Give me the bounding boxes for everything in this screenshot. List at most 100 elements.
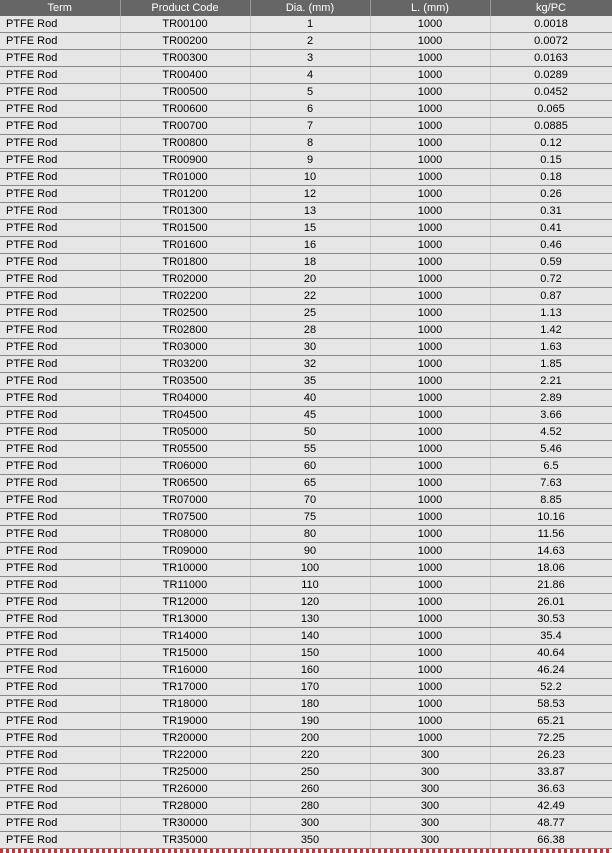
cell-code: TR17000 xyxy=(120,679,250,696)
cell-term: PTFE Rod xyxy=(0,50,120,67)
cell-term: PTFE Rod xyxy=(0,203,120,220)
cell-len: 1000 xyxy=(370,118,490,135)
cell-dia: 140 xyxy=(250,628,370,645)
cell-dia: 8 xyxy=(250,135,370,152)
cell-code: TR22000 xyxy=(120,747,250,764)
table-row: PTFE RodTR018001810000.59 xyxy=(0,254,612,271)
cell-code: TR11000 xyxy=(120,577,250,594)
cell-kg: 33.87 xyxy=(490,764,612,781)
cell-len: 1000 xyxy=(370,492,490,509)
cell-term: PTFE Rod xyxy=(0,815,120,832)
cell-term: PTFE Rod xyxy=(0,237,120,254)
cell-dia: 160 xyxy=(250,662,370,679)
cell-kg: 1.13 xyxy=(490,305,612,322)
table-row: PTFE RodTR00500510000.0452 xyxy=(0,84,612,101)
cell-kg: 0.12 xyxy=(490,135,612,152)
cell-term: PTFE Rod xyxy=(0,288,120,305)
cell-len: 1000 xyxy=(370,16,490,33)
cell-kg: 2.89 xyxy=(490,390,612,407)
cell-len: 300 xyxy=(370,781,490,798)
cell-code: TR00900 xyxy=(120,152,250,169)
cell-dia: 25 xyxy=(250,305,370,322)
cell-dia: 90 xyxy=(250,543,370,560)
cell-kg: 36.63 xyxy=(490,781,612,798)
cell-len: 1000 xyxy=(370,50,490,67)
table-row: PTFE RodTR12000120100026.01 xyxy=(0,594,612,611)
table-row: PTFE RodTR010001010000.18 xyxy=(0,169,612,186)
cell-kg: 10.16 xyxy=(490,509,612,526)
cell-dia: 55 xyxy=(250,441,370,458)
cell-len: 1000 xyxy=(370,713,490,730)
cell-kg: 3.66 xyxy=(490,407,612,424)
cell-dia: 12 xyxy=(250,186,370,203)
cell-dia: 75 xyxy=(250,509,370,526)
cell-kg: 1.85 xyxy=(490,356,612,373)
cell-len: 1000 xyxy=(370,356,490,373)
table-row: PTFE RodTR2800028030042.49 xyxy=(0,798,612,815)
cell-len: 1000 xyxy=(370,730,490,747)
table-row: PTFE RodTR2500025030033.87 xyxy=(0,764,612,781)
cell-code: TR02500 xyxy=(120,305,250,322)
cell-len: 300 xyxy=(370,747,490,764)
cell-code: TR35000 xyxy=(120,832,250,849)
cell-code: TR02800 xyxy=(120,322,250,339)
cell-code: TR01600 xyxy=(120,237,250,254)
cell-len: 1000 xyxy=(370,322,490,339)
table-row: PTFE RodTR00800810000.12 xyxy=(0,135,612,152)
cell-kg: 8.85 xyxy=(490,492,612,509)
cell-code: TR00500 xyxy=(120,84,250,101)
cell-dia: 30 xyxy=(250,339,370,356)
cell-len: 1000 xyxy=(370,458,490,475)
cell-len: 1000 xyxy=(370,390,490,407)
table-row: PTFE RodTR020002010000.72 xyxy=(0,271,612,288)
table-row: PTFE RodTR2200022030026.23 xyxy=(0,747,612,764)
cell-len: 1000 xyxy=(370,645,490,662)
cell-dia: 28 xyxy=(250,322,370,339)
cell-kg: 0.0452 xyxy=(490,84,612,101)
cell-term: PTFE Rod xyxy=(0,577,120,594)
cell-code: TR04500 xyxy=(120,407,250,424)
cell-kg: 35.4 xyxy=(490,628,612,645)
cell-kg: 14.63 xyxy=(490,543,612,560)
table-row: PTFE RodTR028002810001.42 xyxy=(0,322,612,339)
cell-code: TR01300 xyxy=(120,203,250,220)
cell-term: PTFE Rod xyxy=(0,322,120,339)
cell-kg: 0.26 xyxy=(490,186,612,203)
table-row: PTFE RodTR060006010006.5 xyxy=(0,458,612,475)
cell-len: 1000 xyxy=(370,186,490,203)
cell-term: PTFE Rod xyxy=(0,713,120,730)
cell-kg: 6.5 xyxy=(490,458,612,475)
table-row: PTFE RodTR070007010008.85 xyxy=(0,492,612,509)
cell-kg: 4.52 xyxy=(490,424,612,441)
cell-term: PTFE Rod xyxy=(0,169,120,186)
cell-len: 1000 xyxy=(370,254,490,271)
cell-term: PTFE Rod xyxy=(0,696,120,713)
cell-len: 1000 xyxy=(370,509,490,526)
cell-code: TR28000 xyxy=(120,798,250,815)
cell-dia: 100 xyxy=(250,560,370,577)
cell-len: 1000 xyxy=(370,135,490,152)
cell-code: TR00100 xyxy=(120,16,250,33)
table-row: PTFE RodTR0800080100011.56 xyxy=(0,526,612,543)
cell-len: 1000 xyxy=(370,679,490,696)
cell-term: PTFE Rod xyxy=(0,84,120,101)
col-header-len: L. (mm) xyxy=(370,0,490,16)
cell-dia: 10 xyxy=(250,169,370,186)
cell-len: 1000 xyxy=(370,662,490,679)
cell-code: TR01500 xyxy=(120,220,250,237)
table-row: PTFE RodTR065006510007.63 xyxy=(0,475,612,492)
cell-len: 1000 xyxy=(370,288,490,305)
cell-term: PTFE Rod xyxy=(0,645,120,662)
cell-term: PTFE Rod xyxy=(0,611,120,628)
cell-len: 1000 xyxy=(370,152,490,169)
cell-code: TR00400 xyxy=(120,67,250,84)
cell-term: PTFE Rod xyxy=(0,339,120,356)
cell-dia: 22 xyxy=(250,288,370,305)
cell-len: 1000 xyxy=(370,373,490,390)
cell-kg: 0.87 xyxy=(490,288,612,305)
cell-len: 1000 xyxy=(370,696,490,713)
col-header-code: Product Code xyxy=(120,0,250,16)
cell-term: PTFE Rod xyxy=(0,832,120,849)
cell-kg: 42.49 xyxy=(490,798,612,815)
cell-code: TR05000 xyxy=(120,424,250,441)
